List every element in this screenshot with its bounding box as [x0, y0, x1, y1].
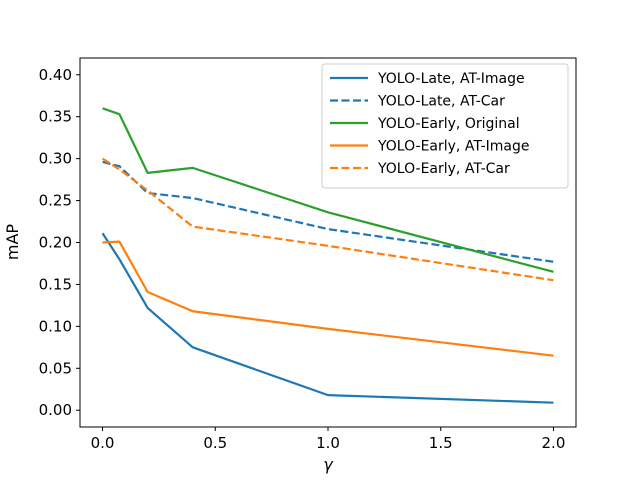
- legend-label-5: YOLO-Early, AT-Car: [377, 161, 510, 177]
- y-tick-label: 0.30: [39, 150, 72, 168]
- legend-frame: [321, 63, 569, 189]
- y-tick-label: 0.25: [39, 192, 72, 210]
- y-tick-label: 0.40: [39, 66, 72, 84]
- legend-items: YOLO-Late, AT-Image YOLO-Late, AT-Car YOLO…: [330, 71, 529, 177]
- legend-label-2: YOLO-Late, AT-Car: [377, 94, 505, 110]
- series-line-4: [102, 240, 554, 357]
- y-tick-label: 0.05: [39, 359, 72, 377]
- y-tick-label: 0.35: [39, 108, 72, 126]
- x-tick-label: 2.0: [542, 434, 566, 452]
- series-line-1: [101, 232, 554, 404]
- legend-label-4: YOLO-Early, AT-Image: [377, 139, 529, 155]
- y-tick-label: 0.00: [39, 401, 72, 419]
- legend-label-1: YOLO-Late, AT-Image: [377, 71, 525, 87]
- series-line-5: [101, 157, 554, 282]
- legend-label-3: YOLO-Early, Original: [377, 116, 520, 132]
- x-tick-label: 0.5: [203, 434, 227, 452]
- legend: YOLO-Late, AT-Image YOLO-Late, AT-Car YOLO…: [321, 63, 569, 189]
- y-tick-label: 0.15: [39, 275, 72, 293]
- y-axis-label: mAP: [3, 224, 22, 261]
- x-axis-label: γ: [323, 455, 334, 474]
- axis-ticks: 0.0 0.5 1.0 1.5 2.0 0.00 0.05 0.10 0.15 0.20 0.25 0…: [39, 66, 566, 452]
- x-tick-label: 0.0: [91, 434, 115, 452]
- series-line-2: [102, 160, 554, 263]
- series-lines: [101, 107, 554, 404]
- plot-frame: [79, 57, 577, 428]
- y-tick-label: 0.20: [39, 234, 72, 252]
- x-tick-label: 1.5: [429, 434, 453, 452]
- y-tick-label: 0.10: [39, 317, 72, 335]
- x-tick-label: 1.0: [316, 434, 340, 452]
- series-line-3: [102, 107, 554, 273]
